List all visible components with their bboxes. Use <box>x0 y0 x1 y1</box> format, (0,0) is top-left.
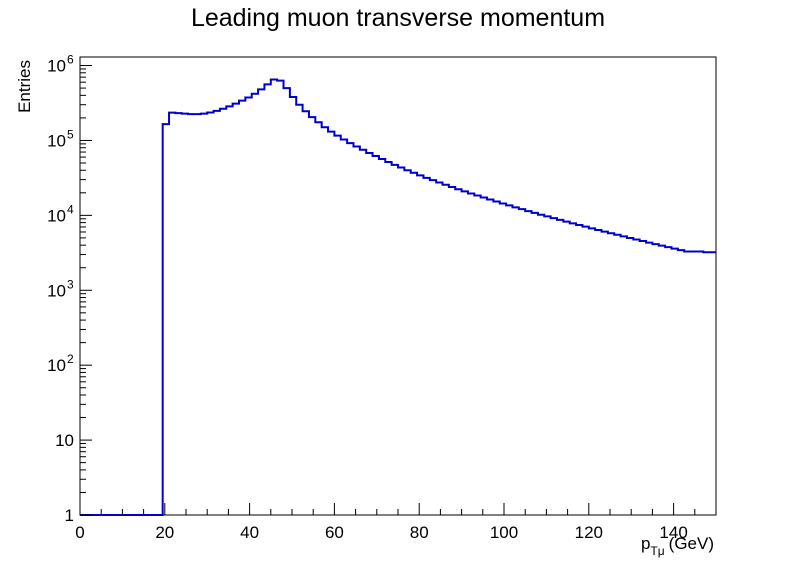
y-tick-label: 10 <box>47 57 66 76</box>
y-axis-label: Entries <box>15 60 34 113</box>
y-tick-exponent: 6 <box>67 53 74 67</box>
x-tick-label: 20 <box>155 523 174 542</box>
x-axis: 0 20 40 60 80 100 120 140 <box>75 503 717 542</box>
x-axis-label-unit: (GeV) <box>669 534 714 553</box>
plot-frame-group <box>79 56 717 516</box>
y-tick-label: 10 <box>47 356 66 375</box>
chart-title: Leading muon transverse momentum <box>190 4 606 32</box>
y-tick-label: 10 <box>55 431 74 450</box>
x-tick-label: 100 <box>490 523 518 542</box>
axis-labels-group: Entries pTμ (GeV) <box>15 60 714 558</box>
x-axis-label-subscript: Tμ <box>650 544 664 558</box>
x-axis-label-main: p <box>641 534 650 553</box>
y-tick-label: 10 <box>47 206 66 225</box>
y-tick-exponent: 5 <box>67 127 74 141</box>
x-tick-label: 60 <box>325 523 344 542</box>
x-tick-label: 140 <box>659 523 687 542</box>
x-tick-label: 80 <box>410 523 429 542</box>
x-tick-label: 0 <box>75 523 84 542</box>
y-tick-exponent: 3 <box>67 277 74 291</box>
y-tick-label: 1 <box>65 506 74 525</box>
y-tick-label: 10 <box>47 131 66 150</box>
x-tick-label: 120 <box>575 523 603 542</box>
histogram-series-group <box>80 78 716 516</box>
x-axis-label: pTμ (GeV) <box>641 534 714 558</box>
y-tick-label: 10 <box>47 281 66 300</box>
x-tick-label: 40 <box>240 523 259 542</box>
y-tick-exponent: 4 <box>67 202 74 216</box>
plot-frame <box>79 56 717 516</box>
y-tick-exponent: 2 <box>67 352 74 366</box>
histogram-line <box>80 78 716 516</box>
